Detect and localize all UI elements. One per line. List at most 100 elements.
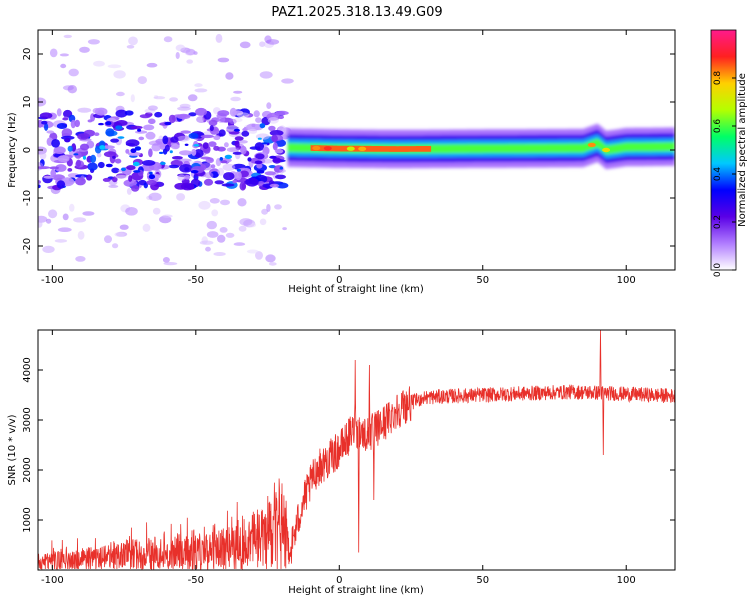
spectrogram-xlabel: Height of straight line (km) [288, 284, 424, 295]
spectrogram-blob [202, 142, 209, 150]
spectrogram-blob [200, 134, 214, 139]
spectrogram-blob [197, 117, 205, 123]
spectrogram-blob [164, 144, 170, 152]
snr-panel: -100 -50 0 50 100 1000 2000 3000 4000 Height of… [7, 329, 676, 596]
spectrogram-blob [255, 251, 263, 260]
snr-x-tick-label: -100 [41, 575, 64, 586]
spectrogram-hotspot [121, 167, 126, 172]
spectrogram-blob [53, 146, 66, 154]
spectrogram-blob [271, 134, 278, 143]
spectrogram-blob [239, 170, 249, 178]
spectrogram-blob [236, 140, 248, 144]
spectrogram-blob [148, 140, 162, 146]
spectrogram-blob [63, 34, 72, 39]
spectrogram-hotspot [98, 122, 104, 126]
spectrogram-blob [38, 184, 41, 189]
spectrogram-blob [39, 112, 53, 119]
spectrogram-blob [46, 218, 52, 224]
spectrogram-peak [312, 145, 321, 151]
spectrogram-blob [213, 252, 226, 256]
spectrogram-y-tick-label: -20 [22, 238, 33, 254]
spectrogram-blob [194, 88, 208, 93]
spectrogram-blob [143, 124, 155, 131]
spectrogram-blob [159, 143, 167, 150]
spectrogram-blob [114, 158, 122, 164]
spectrogram-blob [79, 46, 90, 53]
spectrogram-blob [111, 167, 120, 174]
spectrogram-blob [240, 145, 247, 155]
spectrogram-blob [76, 159, 81, 167]
spectrogram-peak [372, 146, 381, 152]
spectrogram-blob [38, 220, 43, 228]
spectrogram-blob [225, 72, 234, 80]
spectrogram-y-ticks: -20 -10 0 10 20 [22, 48, 675, 254]
spectrogram-blob [217, 234, 226, 243]
spectrogram-hotspot [160, 161, 166, 165]
spectrogram-blob [233, 242, 246, 246]
spectrogram-blob [125, 207, 138, 216]
spectrogram-blob [148, 148, 153, 158]
spectrogram-ridge-core [310, 145, 432, 152]
spectrogram-blob [185, 49, 196, 56]
spectrogram-blob [175, 44, 186, 52]
spectrogram-blob [221, 183, 235, 187]
spectrogram-blob [147, 105, 158, 111]
spectrogram-blob [239, 181, 247, 191]
spectrogram-blob [93, 60, 105, 67]
spectrogram-blob [61, 135, 75, 140]
spectrogram-blob [217, 110, 230, 117]
spectrogram-blob [265, 254, 276, 263]
spectrogram-blob [61, 128, 73, 138]
spectrogram-blob [259, 71, 273, 79]
spectrogram-blob [266, 102, 272, 109]
spectrogram-blob [126, 187, 132, 195]
spectrogram-blob [186, 59, 193, 64]
spectrogram-blob [191, 148, 197, 156]
spectrogram-blob [94, 107, 108, 116]
spectrogram-blob [268, 262, 277, 266]
spectrogram-blob [62, 117, 69, 121]
spectrogram-blob [279, 169, 286, 173]
spectrogram-blob [203, 178, 214, 186]
spectrogram-blob [90, 154, 97, 163]
spectrogram-blob [176, 135, 190, 142]
spectrogram-blob [195, 107, 208, 116]
spectrogram-blob [198, 200, 211, 210]
spectrogram-hotspot [257, 137, 262, 140]
spectrogram-hotspot [105, 121, 112, 126]
spectrogram-hotspot [82, 155, 87, 160]
spectrogram-blob [148, 192, 162, 201]
spectrogram-blob [77, 107, 92, 113]
spectrogram-blob [267, 117, 279, 124]
spectrogram-blob [87, 119, 93, 123]
spectrogram-blob [163, 262, 178, 266]
spectrogram-blob [251, 123, 256, 128]
spectrogram-ylabel: Frequency (Hz) [7, 112, 18, 188]
spectrogram-y-tick-label: -10 [22, 190, 33, 206]
spectrogram-blob [194, 83, 203, 88]
colorbar-frame [710, 29, 737, 271]
spectrogram-peak [587, 142, 596, 148]
spectrogram-blob [217, 167, 225, 176]
spectrogram-blob [38, 166, 50, 170]
spectrogram-blob [148, 118, 156, 125]
spectrogram-blob [67, 145, 73, 152]
spectrogram-hotspot [259, 123, 266, 129]
spectrogram-blob [56, 123, 68, 129]
spectrogram-blob [241, 130, 250, 137]
spectrogram-hotspot [247, 157, 252, 162]
spectrogram-blob [237, 198, 247, 207]
spectrogram-blob [188, 112, 197, 117]
spectrogram-blob [264, 171, 276, 176]
spectrogram-blob [74, 119, 80, 128]
snr-x-ticks: -100 -50 0 50 100 [41, 330, 636, 586]
spectrogram-blob [49, 48, 58, 58]
spectrogram-blob [272, 142, 278, 151]
spectrogram-blob [177, 114, 191, 118]
spectrogram-blob [206, 231, 219, 238]
snr-series-line [38, 330, 675, 570]
spectrogram-blob [219, 227, 228, 233]
spectrogram-blob [107, 64, 122, 69]
spectrogram-blob [146, 62, 158, 68]
spectrogram-blob [70, 119, 76, 129]
